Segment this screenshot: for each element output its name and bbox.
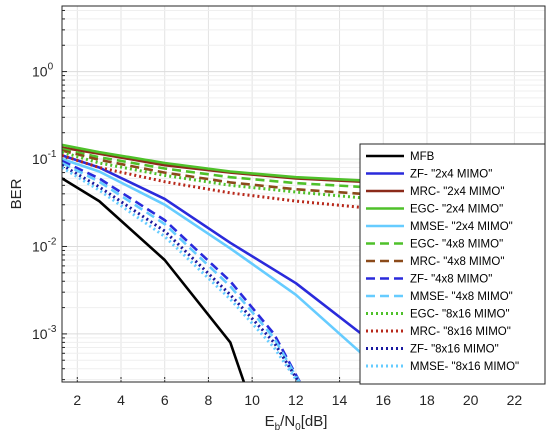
x-tick-label: 22 [507, 392, 523, 408]
x-axis-label: Eb/N0[dB] [265, 413, 328, 433]
series-line-2 [62, 154, 363, 335]
legend-label: ZF- "4x8 MIMO" [410, 274, 492, 286]
legend-label: MMSE- "4x8 MIMO" [410, 291, 513, 303]
x-tick-label: 12 [288, 392, 304, 408]
legend-label: ZF- "8x16 MIMO" [410, 344, 499, 356]
legend-label: MRC- "2x4 MIMO" [410, 186, 504, 198]
y-tick-labels: 100 10-1 10-2 10-3 [32, 62, 57, 342]
legend-label: MMSE- "8x16 MIMO" [410, 361, 519, 373]
series-line-8 [62, 159, 302, 382]
series-line-1 [62, 177, 246, 382]
y-axis-label: BER [8, 178, 25, 209]
legend-label: MRC- "8x16 MIMO" [410, 326, 511, 338]
y-tick-label: 10-3 [32, 324, 57, 342]
series-line-9 [62, 161, 301, 382]
legend-label: EGC- "8x16 MIMO" [410, 309, 510, 321]
x-tick-label: 10 [244, 392, 260, 408]
y-tick-label: 10-1 [32, 149, 57, 167]
x-tick-label: 20 [463, 392, 479, 408]
series-layer [62, 143, 363, 382]
series-line-4 [62, 143, 362, 182]
x-tick-label: 4 [117, 392, 125, 408]
series-line-6 [62, 147, 362, 189]
x-tick-label: 18 [419, 392, 435, 408]
series-line-12 [62, 163, 301, 382]
legend-label: EGC- "2x4 MIMO" [410, 204, 503, 216]
legend-label: MMSE- "2x4 MIMO" [410, 221, 513, 233]
series-line-13 [62, 166, 300, 382]
y-tick-label: 100 [32, 62, 54, 80]
x-tick-label: 16 [375, 392, 391, 408]
x-tick-label: 14 [332, 392, 348, 408]
x-tick-label: 2 [73, 392, 81, 408]
x-tick-labels: 2 4 6 8 10 12 14 16 18 20 22 [73, 392, 522, 408]
y-tick-label: 10-2 [32, 236, 57, 254]
legend[interactable]: MFB ZF- "2x4 MIMO" MRC- "2x4 MIMO" EGC- "2x… [359, 143, 546, 385]
legend-label: ZF- "2x4 MIMO" [410, 169, 492, 181]
legend-label: EGC- "4x8 MIMO" [410, 239, 503, 251]
legend-label: MFB [410, 151, 435, 163]
series-line-7 [62, 149, 362, 196]
series-line-5 [62, 157, 363, 355]
legend-box [359, 143, 546, 385]
x-tick-label: 8 [205, 392, 213, 408]
x-tick-label: 6 [161, 392, 169, 408]
legend-label: MRC- "4x8 MIMO" [410, 256, 504, 268]
